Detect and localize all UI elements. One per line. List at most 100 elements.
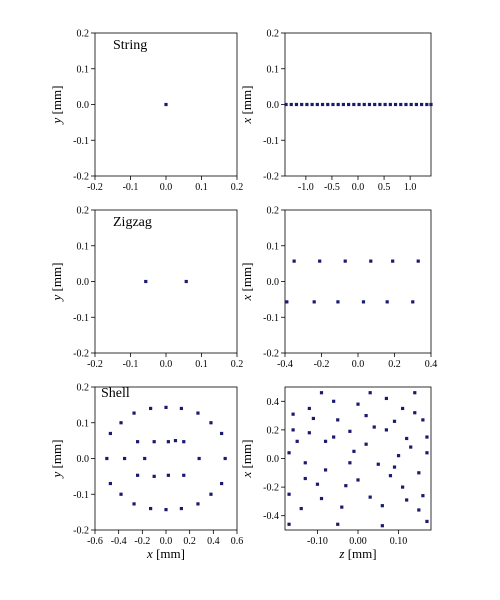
y-tick-label: -0.2	[73, 349, 89, 360]
data-point	[292, 259, 296, 263]
y-tick-label: -0.2	[263, 349, 279, 360]
data-point	[291, 412, 295, 416]
x-tick-label: -0.4	[277, 359, 293, 370]
y-tick-label: 0.2	[77, 383, 90, 394]
data-point	[149, 506, 153, 511]
data-point	[352, 449, 356, 453]
data-point	[294, 102, 299, 107]
x-tick-label: -0.6	[87, 536, 103, 547]
data-point	[319, 496, 324, 501]
data-point	[369, 259, 373, 263]
data-point	[287, 451, 291, 455]
data-point	[311, 416, 315, 421]
data-point	[287, 492, 291, 496]
panel-title: Shell	[101, 386, 130, 401]
data-point	[336, 102, 340, 107]
x-tick-label: 0.6	[231, 536, 244, 547]
data-point	[405, 498, 409, 502]
x-tick-label: 0.2	[231, 359, 244, 370]
y-tick-label: 0.1	[267, 64, 280, 75]
data-point	[404, 102, 408, 107]
data-point	[417, 471, 421, 475]
data-point	[364, 442, 368, 446]
data-point	[343, 259, 347, 263]
data-point	[413, 411, 417, 415]
y-tick-label: 0.2	[267, 29, 280, 40]
data-point	[331, 102, 335, 107]
data-point	[391, 259, 395, 263]
data-point	[388, 474, 393, 478]
data-point	[108, 431, 112, 436]
y-axis-label: x [mm]	[239, 263, 254, 302]
panel-title: String	[113, 38, 147, 53]
y-tick-label: -0.1	[73, 136, 89, 147]
data-point	[196, 502, 200, 506]
x-tick-label: -0.5	[324, 182, 340, 193]
y-tick-label: 0.2	[267, 425, 280, 436]
data-point	[425, 102, 429, 107]
data-point	[196, 411, 200, 415]
data-point	[356, 478, 360, 482]
data-point	[367, 102, 372, 107]
data-point	[380, 504, 384, 508]
y-tick-label: 0.0	[267, 100, 280, 111]
x-tick-label: 0.10	[390, 536, 408, 547]
data-point	[166, 440, 170, 444]
x-tick-label: 0.0	[352, 182, 365, 193]
data-point	[384, 396, 388, 401]
data-point	[425, 435, 429, 439]
data-point	[310, 102, 314, 107]
x-tick-label: -0.4	[111, 536, 127, 547]
data-point	[383, 102, 387, 107]
data-point	[336, 300, 340, 304]
y-tick-label: -0.4	[263, 511, 279, 522]
data-point	[108, 481, 112, 486]
panel-shell-side: -0.10 0.00 0.10 -0.4 -0.2 0.0 0.2 0.4 x [mm] z [m…	[239, 386, 432, 561]
data-point	[332, 435, 336, 439]
data-point	[388, 102, 392, 107]
data-point	[344, 484, 348, 488]
data-point	[364, 414, 368, 418]
data-point	[411, 300, 415, 304]
data-point	[421, 494, 425, 498]
data-point	[340, 505, 344, 509]
x-tick-label: -0.2	[134, 536, 150, 547]
x-tick-label: 0.2	[231, 182, 244, 193]
data-point	[119, 492, 123, 496]
y-tick-label: 0.2	[267, 206, 280, 217]
y-tick-label: -0.2	[263, 172, 279, 183]
x-tick-label: 0.00	[349, 536, 367, 547]
panel-zigzag: -0.2 -0.1 0.0 0.1 0.2 -0.2 -0.1 0.0 0.1 0.2 y [mm]…	[49, 206, 243, 371]
data-point	[376, 462, 380, 466]
data-point	[368, 391, 372, 395]
data-point	[320, 102, 325, 107]
plot-frame	[94, 209, 238, 354]
data-point	[164, 102, 168, 107]
data-point	[223, 456, 227, 461]
data-point	[166, 473, 170, 477]
data-point	[392, 465, 397, 469]
data-point	[399, 102, 403, 107]
data-point	[401, 406, 405, 411]
y-tick-label: 0.2	[77, 29, 90, 40]
data-point	[326, 102, 330, 107]
x-tick-label: -1.0	[298, 182, 314, 193]
data-point	[220, 431, 224, 436]
data-point	[384, 428, 388, 432]
data-point	[341, 102, 345, 107]
data-point	[348, 429, 352, 433]
data-point	[416, 259, 420, 263]
data-point	[284, 102, 288, 107]
data-point	[401, 485, 405, 489]
data-point	[184, 279, 188, 284]
y-axis-label: x [mm]	[239, 86, 254, 125]
data-point	[132, 411, 136, 415]
x-tick-label: 0.4	[207, 536, 220, 547]
data-point	[315, 482, 320, 486]
data-point	[307, 431, 311, 435]
data-point	[312, 300, 316, 304]
x-tick-label: 0.2	[388, 359, 401, 370]
x-tick-label: -0.2	[314, 359, 330, 370]
plot-frame	[284, 386, 432, 531]
x-tick-label: 0.5	[378, 182, 391, 193]
